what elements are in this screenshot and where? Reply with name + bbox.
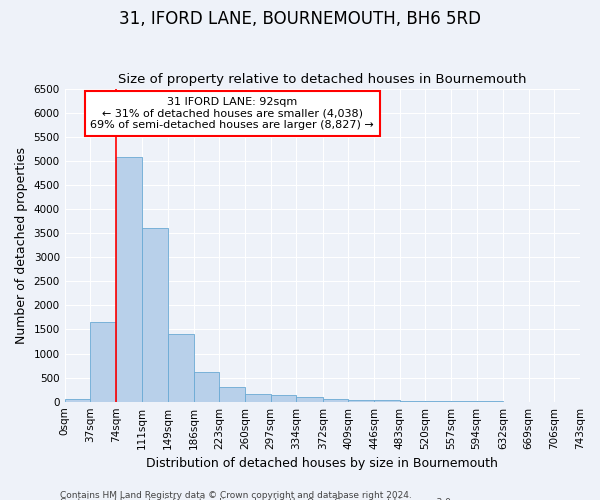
- Bar: [142, 228, 168, 402]
- Bar: [220, 388, 245, 402]
- Bar: [271, 396, 296, 402]
- X-axis label: Distribution of detached houses by size in Bournemouth: Distribution of detached houses by size …: [146, 457, 498, 470]
- Bar: [194, 372, 220, 402]
- Bar: [116, 157, 142, 402]
- Bar: [168, 334, 194, 402]
- Bar: [400, 400, 425, 402]
- Bar: [65, 399, 91, 402]
- Text: 31 IFORD LANE: 92sqm
← 31% of detached houses are smaller (4,038)
69% of semi-de: 31 IFORD LANE: 92sqm ← 31% of detached h…: [90, 97, 374, 130]
- Bar: [374, 400, 400, 402]
- Bar: [323, 399, 349, 402]
- Title: Size of property relative to detached houses in Bournemouth: Size of property relative to detached ho…: [118, 73, 527, 86]
- Y-axis label: Number of detached properties: Number of detached properties: [15, 146, 28, 344]
- Text: Contains HM Land Registry data © Crown copyright and database right 2024.: Contains HM Land Registry data © Crown c…: [60, 490, 412, 500]
- Bar: [296, 396, 323, 402]
- Text: Contains public sector information licensed under the Open Government Licence v3: Contains public sector information licen…: [60, 498, 454, 500]
- Bar: [349, 400, 374, 402]
- Bar: [91, 322, 116, 402]
- Text: 31, IFORD LANE, BOURNEMOUTH, BH6 5RD: 31, IFORD LANE, BOURNEMOUTH, BH6 5RD: [119, 10, 481, 28]
- Bar: [245, 394, 271, 402]
